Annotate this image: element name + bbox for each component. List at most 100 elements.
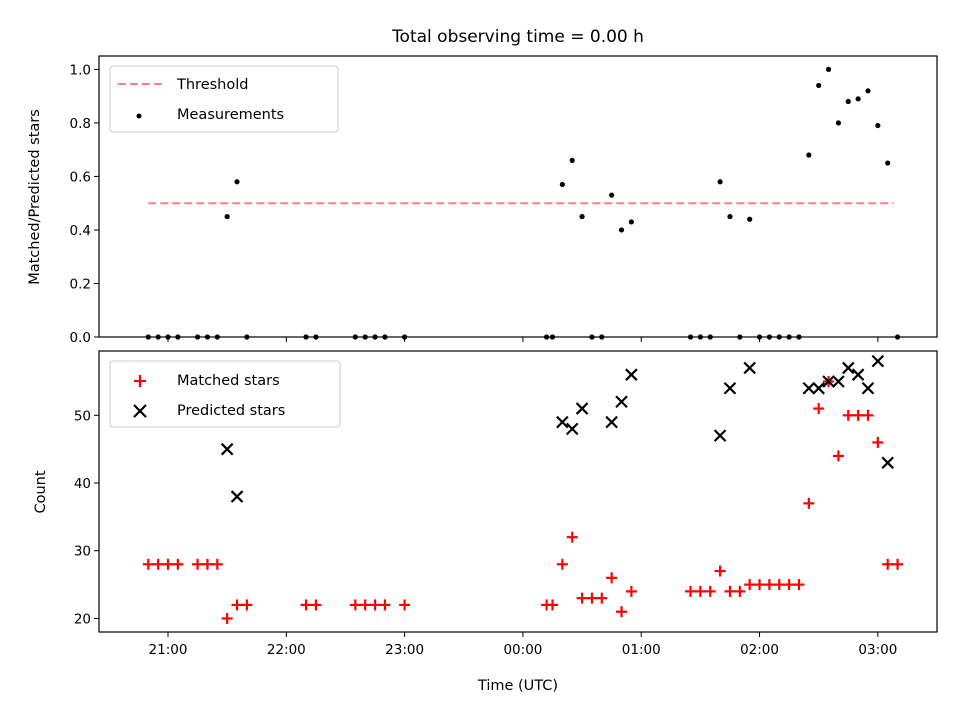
measurement-point bbox=[727, 213, 733, 220]
top-legend: Threshold Measurements bbox=[109, 65, 339, 133]
matched-star-point bbox=[793, 579, 805, 591]
matched-star-point bbox=[783, 579, 795, 591]
matched-star-point bbox=[192, 558, 204, 570]
legend-predicted-label: Predicted stars bbox=[177, 403, 285, 419]
measurement-point bbox=[579, 213, 585, 220]
bottom-x-tick-label: 22:00 bbox=[267, 642, 306, 658]
predicted-star-point bbox=[556, 415, 569, 429]
top-plot-frame bbox=[98, 55, 938, 338]
predicted-star-point bbox=[565, 422, 579, 436]
matched-star-point bbox=[852, 409, 864, 421]
legend-threshold-label: Threshold bbox=[176, 77, 248, 93]
matched-star-point bbox=[892, 558, 904, 570]
predicted-star-point bbox=[713, 429, 727, 442]
bottom-x-tick-label: 01:00 bbox=[622, 642, 661, 658]
matched-star-point bbox=[773, 579, 785, 591]
measurement-point bbox=[628, 219, 634, 225]
matched-star-point bbox=[152, 558, 164, 570]
top-y-tick-label: 0.8 bbox=[70, 116, 91, 132]
measurement-point bbox=[559, 181, 565, 188]
predicted-star-point bbox=[812, 381, 825, 395]
matched-stars-points bbox=[142, 375, 904, 624]
matched-star-point bbox=[231, 599, 243, 611]
matched-star-point bbox=[142, 558, 154, 570]
matched-star-point bbox=[566, 531, 578, 543]
matched-star-point bbox=[172, 558, 184, 570]
legend-matched-label: Matched stars bbox=[177, 373, 280, 389]
x-axis-label: Time (UTC) bbox=[477, 678, 558, 694]
predicted-star-point bbox=[230, 490, 244, 503]
legend-matched-swatch bbox=[134, 375, 146, 387]
measurement-point bbox=[234, 179, 240, 185]
bottom-y-tick-label: 50 bbox=[74, 408, 91, 424]
measurement-point bbox=[865, 88, 871, 94]
matched-star-point bbox=[763, 579, 775, 591]
matched-star-point bbox=[704, 585, 716, 597]
predicted-star-point bbox=[605, 415, 618, 429]
bottom-x-tick-label: 03:00 bbox=[858, 642, 897, 658]
matched-star-point bbox=[379, 599, 391, 611]
predicted-star-point bbox=[881, 456, 894, 470]
matched-star-point bbox=[211, 558, 223, 570]
matched-star-point bbox=[685, 585, 697, 597]
measurement-point bbox=[806, 152, 812, 158]
matched-star-point bbox=[606, 572, 618, 584]
measurement-point bbox=[717, 179, 723, 185]
measurement-point bbox=[609, 192, 615, 198]
measurement-point bbox=[875, 122, 881, 129]
top-y-tick-label: 0.6 bbox=[70, 169, 91, 185]
matched-star-point bbox=[369, 599, 381, 611]
top-y-ticks: 0.0 0.2 0.4 0.6 0.8 1.0 bbox=[70, 62, 99, 346]
bottom-x-tick-label: 02:00 bbox=[740, 642, 779, 658]
matched-star-point bbox=[754, 579, 766, 591]
legend-predicted-swatch bbox=[133, 404, 147, 418]
top-y-tick-label: 0.2 bbox=[70, 276, 91, 292]
measurement-point bbox=[845, 98, 851, 105]
matched-star-point bbox=[872, 436, 884, 448]
matched-star-point bbox=[625, 585, 637, 597]
matched-star-point bbox=[162, 558, 174, 570]
measurement-point bbox=[855, 96, 861, 102]
predicted-star-point bbox=[871, 354, 885, 368]
matched-star-point bbox=[882, 558, 894, 570]
bottom-panel: 20 30 40 50 21:00 22:00 23:00 00:00 01:00 02:00 0… bbox=[33, 350, 938, 694]
bottom-x-tick-label: 00:00 bbox=[503, 642, 542, 658]
bottom-plot-frame bbox=[98, 350, 938, 633]
predicted-star-point bbox=[832, 375, 845, 388]
matched-star-point bbox=[813, 403, 825, 415]
measurement-point bbox=[885, 160, 891, 166]
matched-star-point bbox=[714, 565, 726, 577]
predicted-star-point bbox=[743, 361, 756, 375]
measurement-point bbox=[747, 216, 753, 222]
bottom-legend-box bbox=[109, 360, 341, 428]
measurement-point bbox=[816, 82, 822, 89]
predicted-star-point bbox=[861, 381, 875, 395]
matched-star-point bbox=[694, 585, 706, 597]
matched-star-point bbox=[349, 599, 361, 611]
matched-star-point bbox=[359, 599, 371, 611]
matched-star-point bbox=[221, 612, 233, 624]
top-panel: 0.0 0.2 0.4 0.6 0.8 1.0 Matched/Predicted sta… bbox=[27, 55, 938, 346]
matched-star-point bbox=[201, 558, 213, 570]
matched-star-point bbox=[744, 579, 756, 591]
matched-star-point bbox=[616, 606, 628, 618]
top-y-tick-label: 0.0 bbox=[70, 330, 91, 346]
bottom-x-tick-label: 23:00 bbox=[385, 642, 424, 658]
predicted-star-point bbox=[220, 442, 234, 456]
predicted-star-point bbox=[841, 361, 855, 375]
measurement-point bbox=[835, 120, 842, 126]
chart-title: Total observing time = 0.00 h bbox=[391, 27, 644, 47]
top-legend-box bbox=[109, 65, 339, 133]
matched-star-point bbox=[547, 599, 559, 611]
matched-star-point bbox=[399, 599, 411, 611]
matched-star-point bbox=[862, 409, 874, 421]
top-y-tick-label: 0.4 bbox=[70, 223, 91, 239]
matched-star-point bbox=[576, 592, 588, 604]
matched-star-point bbox=[596, 592, 608, 604]
bottom-y-tick-label: 20 bbox=[74, 611, 91, 627]
matched-star-point bbox=[842, 409, 854, 421]
matched-star-point bbox=[300, 599, 312, 611]
bottom-x-tick-label: 21:00 bbox=[149, 642, 188, 658]
bottom-x-ticks: 21:00 22:00 23:00 00:00 01:00 02:00 03:00 bbox=[149, 632, 897, 658]
